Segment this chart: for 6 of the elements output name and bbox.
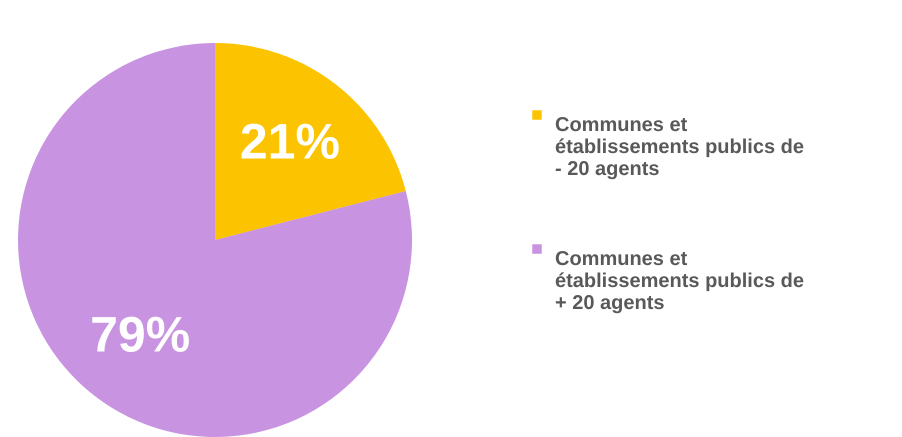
- legend-label: Communes et établissements publics de + 20 agents: [555, 248, 804, 314]
- pie-slice: [18, 43, 412, 437]
- data-label: 21%: [240, 113, 340, 170]
- data-label: 79%: [90, 306, 190, 363]
- pie-slice: [215, 43, 406, 240]
- legend-label: Communes et établissements publics de - 20 agents: [555, 114, 804, 180]
